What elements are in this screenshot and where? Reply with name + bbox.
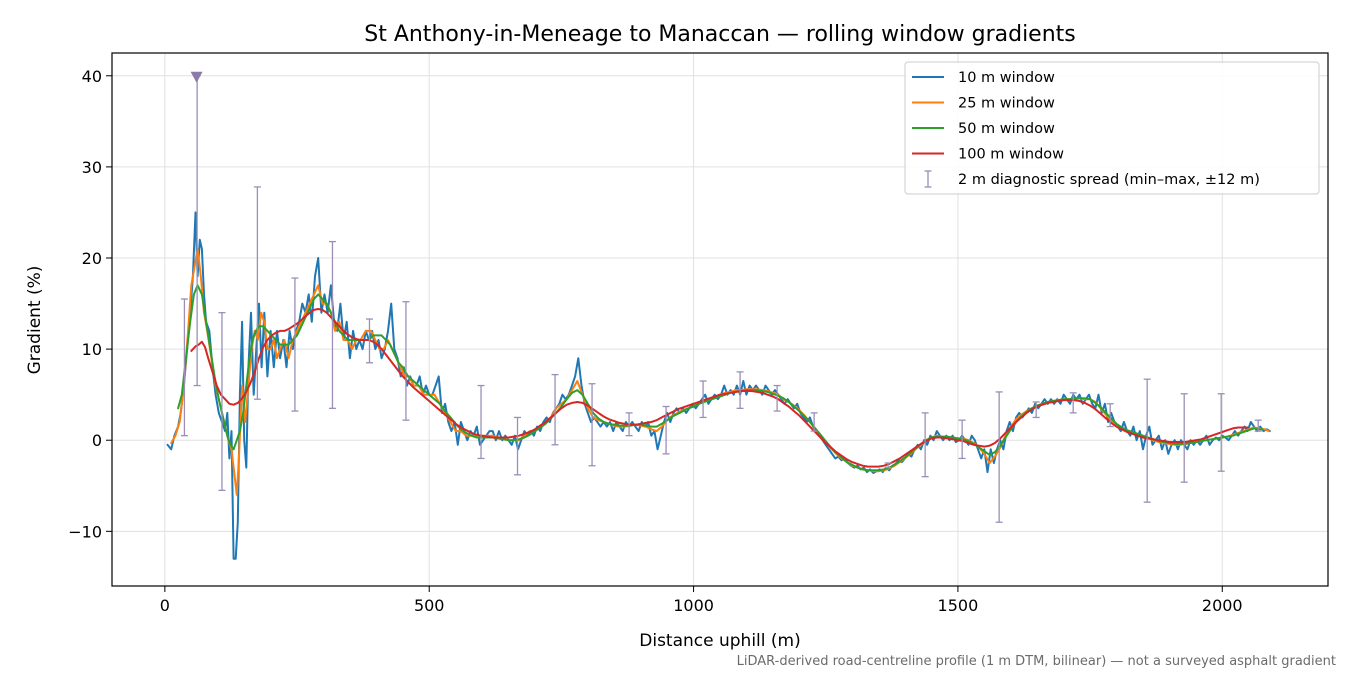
errorbar (180, 298, 188, 437)
marker-layer (190, 71, 203, 83)
errorbar (773, 384, 781, 412)
legend-entry: 2 m diagnostic spread (min–max, ±12 m) (924, 170, 1260, 188)
errorbar (921, 412, 929, 478)
legend-entry: 100 m window (912, 147, 1064, 163)
y-tick-label: 10 (82, 340, 102, 359)
legend-box (904, 61, 1320, 195)
legend-errorbar-swatch (924, 170, 932, 188)
errorbar (810, 412, 818, 432)
errorbar (699, 380, 707, 419)
errorbar (1106, 403, 1114, 428)
errorbar (477, 384, 485, 460)
max-gradient-marker (190, 71, 203, 83)
series-line-4 (190, 308, 1249, 468)
legend-items: 10 m window 25 m window 50 m window 100 m w… (912, 70, 1260, 188)
legend-label: 25 m window (958, 96, 1055, 112)
legend-label: 2 m diagnostic spread (min–max, ±12 m) (958, 172, 1260, 188)
footnote: LiDAR-derived road-centreline profile (1… (737, 654, 1336, 669)
errorbar (625, 412, 633, 437)
errorbar (995, 391, 1003, 523)
x-tick-label: 1500 (938, 596, 979, 615)
errorbar (365, 318, 373, 364)
y-tick-label: 40 (82, 67, 102, 86)
series-layer (166, 211, 1271, 560)
x-tick-label: 2000 (1202, 596, 1243, 615)
errorbar (402, 301, 410, 421)
errorbar (291, 277, 299, 412)
x-axis-ticks: 0 500 1000 1500 2000 (160, 586, 1243, 615)
errorbar (253, 186, 261, 400)
y-tick-label: 0 (92, 431, 102, 450)
chart-title: St Anthony-in-Meneage to Manaccan — roll… (364, 22, 1076, 47)
errorbar (1032, 401, 1040, 419)
legend: 10 m window 25 m window 50 m window 100 m w… (904, 61, 1320, 195)
y-axis-ticks: −10 0 10 20 30 40 (68, 67, 112, 541)
errorbar (588, 383, 596, 467)
y-tick-label: 20 (82, 249, 102, 268)
errorbar (884, 462, 892, 469)
series-line-3 (177, 284, 1264, 472)
legend-entry: 25 m window (912, 96, 1055, 112)
legend-entry: 50 m window (912, 121, 1055, 137)
y-axis-label: Gradient (%) (25, 266, 45, 375)
legend-label: 10 m window (958, 70, 1055, 86)
errorbar (1217, 393, 1225, 472)
y-tick-label: −10 (68, 522, 102, 541)
errorbar (1180, 393, 1188, 483)
legend-entry: 10 m window (912, 70, 1055, 86)
x-tick-label: 0 (160, 596, 170, 615)
errorbar (514, 416, 522, 476)
errorbar (736, 371, 744, 409)
x-axis-label: Distance uphill (m) (639, 631, 800, 651)
x-tick-label: 500 (414, 596, 445, 615)
errorbar (662, 405, 670, 455)
legend-label: 100 m window (958, 147, 1064, 163)
errorbar (328, 240, 336, 409)
errorbar (551, 373, 559, 446)
x-tick-label: 1000 (673, 596, 714, 615)
errorbar (218, 312, 226, 491)
plot-frame (111, 52, 1329, 587)
y-tick-label: 30 (82, 158, 102, 177)
errorbar (958, 419, 966, 460)
legend-label: 50 m window (958, 121, 1055, 137)
errorbar (1143, 378, 1151, 503)
errorbar (1254, 419, 1262, 432)
errorbar (1069, 392, 1077, 414)
